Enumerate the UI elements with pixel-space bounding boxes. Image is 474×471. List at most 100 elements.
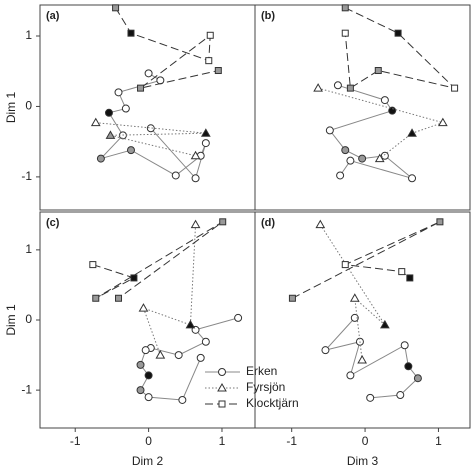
point <box>138 303 149 312</box>
series-line <box>323 317 419 399</box>
point <box>346 84 354 92</box>
point <box>374 153 385 163</box>
y-axis-title: Dim 1 <box>4 92 18 124</box>
point <box>137 84 145 92</box>
panel-label: (b) <box>261 10 275 22</box>
point <box>341 261 349 269</box>
point <box>96 154 105 163</box>
point <box>358 154 367 163</box>
point <box>341 29 349 37</box>
point <box>350 313 359 322</box>
x-tick-label: 0 <box>362 434 369 448</box>
legend-label: Fyrsjön <box>246 380 285 394</box>
point <box>104 108 113 117</box>
point <box>114 88 123 97</box>
point <box>136 386 145 395</box>
point <box>214 67 222 75</box>
point <box>396 391 405 400</box>
point <box>219 218 227 226</box>
series-line <box>95 122 206 157</box>
point <box>171 171 180 180</box>
y-tick-label: 0 <box>25 312 32 326</box>
point <box>218 400 226 408</box>
point <box>315 219 326 229</box>
y-tick-label: -1 <box>21 382 32 396</box>
point <box>146 124 155 133</box>
series-line <box>317 87 445 159</box>
panel-frame <box>254 4 471 211</box>
series-line <box>319 224 386 361</box>
point <box>408 174 417 183</box>
series-line <box>329 84 413 179</box>
point <box>380 96 389 105</box>
point <box>136 360 145 369</box>
point <box>92 294 100 302</box>
y-tick-label: 1 <box>25 28 32 42</box>
point <box>174 351 183 360</box>
point <box>404 362 413 371</box>
point <box>105 130 116 139</box>
point <box>206 31 214 39</box>
point <box>141 346 150 355</box>
point <box>380 151 389 160</box>
point <box>185 319 196 329</box>
point <box>190 219 201 229</box>
panel-label: (a) <box>46 10 60 22</box>
point <box>191 174 200 183</box>
point <box>346 371 355 380</box>
point <box>406 274 414 282</box>
legend-label: Klocktjärn <box>246 396 299 410</box>
point <box>205 57 213 65</box>
y-tick-label: -1 <box>21 169 32 183</box>
panel-label: (c) <box>46 217 60 229</box>
y-axis-title: Dim 1 <box>4 304 18 336</box>
point <box>190 150 201 160</box>
point <box>413 374 422 383</box>
point <box>341 4 349 12</box>
point <box>217 382 227 392</box>
x-tick-label: 0 <box>145 434 152 448</box>
point <box>357 354 367 364</box>
x-tick-label: 1 <box>435 434 442 448</box>
x-tick-label: -1 <box>286 434 297 448</box>
point <box>218 368 226 376</box>
point <box>380 319 390 329</box>
x-tick-label: -1 <box>70 434 81 448</box>
point <box>144 393 153 402</box>
x-axis-title: Dim 2 <box>132 454 164 468</box>
point <box>201 139 210 148</box>
point <box>374 67 382 75</box>
point <box>288 294 296 302</box>
point <box>407 128 417 137</box>
point <box>200 128 211 137</box>
point <box>178 395 187 404</box>
point <box>400 341 409 350</box>
point <box>196 353 205 362</box>
series-line <box>142 224 197 356</box>
x-tick-label: 1 <box>219 434 226 448</box>
point <box>155 350 166 359</box>
panel-frame <box>254 211 471 429</box>
point <box>366 393 375 402</box>
point <box>90 117 101 127</box>
point <box>313 83 323 92</box>
point <box>349 293 360 302</box>
panel-label: (d) <box>261 217 275 229</box>
point <box>437 117 448 127</box>
point <box>394 29 402 37</box>
point <box>436 218 444 226</box>
point <box>451 84 459 92</box>
point <box>130 274 138 282</box>
point <box>325 126 334 135</box>
series-line <box>92 221 224 299</box>
point <box>144 69 153 78</box>
panel-frame <box>39 4 256 211</box>
y-tick-label: 0 <box>25 99 32 113</box>
y-tick-label: 1 <box>25 242 32 256</box>
point <box>336 171 345 180</box>
point <box>126 146 135 155</box>
point <box>341 146 350 155</box>
point <box>321 346 330 355</box>
series-line <box>115 7 219 89</box>
